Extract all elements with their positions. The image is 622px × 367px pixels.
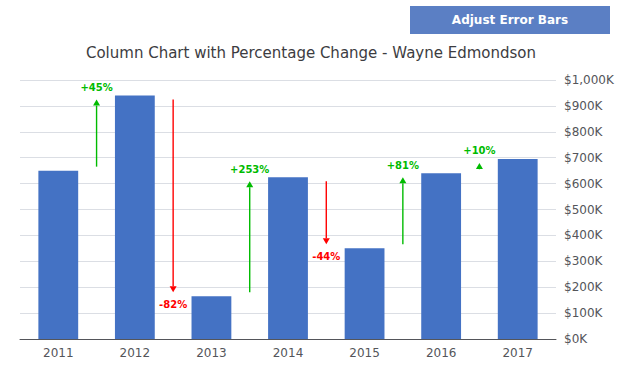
svg-text:2012: 2012 (120, 346, 151, 360)
svg-text:$300K: $300K (564, 254, 604, 268)
svg-text:2013: 2013 (196, 346, 227, 360)
svg-text:-44%: -44% (312, 251, 340, 262)
svg-text:$600K: $600K (564, 177, 604, 191)
svg-text:2016: 2016 (426, 346, 457, 360)
svg-text:$1,000K: $1,000K (564, 73, 615, 87)
svg-text:$900K: $900K (564, 99, 604, 113)
svg-text:2014: 2014 (273, 346, 304, 360)
svg-text:$100K: $100K (564, 306, 604, 320)
svg-text:$500K: $500K (564, 203, 604, 217)
svg-text:2015: 2015 (349, 346, 380, 360)
svg-text:$200K: $200K (564, 280, 604, 294)
svg-text:+10%: +10% (463, 145, 495, 156)
svg-text:2017: 2017 (502, 346, 533, 360)
svg-text:$800K: $800K (564, 125, 604, 139)
svg-text:$700K: $700K (564, 151, 604, 165)
svg-text:$400K: $400K (564, 228, 604, 242)
svg-text:Column Chart with Percentage C: Column Chart with Percentage Change - Wa… (86, 44, 536, 62)
svg-text:+45%: +45% (80, 82, 112, 93)
svg-text:$0K: $0K (564, 332, 588, 346)
svg-text:Adjust Error Bars: Adjust Error Bars (452, 13, 568, 27)
svg-text:-82%: -82% (159, 299, 187, 310)
svg-text:+81%: +81% (387, 160, 419, 171)
svg-text:2011: 2011 (43, 346, 74, 360)
svg-text:+253%: +253% (230, 164, 269, 175)
